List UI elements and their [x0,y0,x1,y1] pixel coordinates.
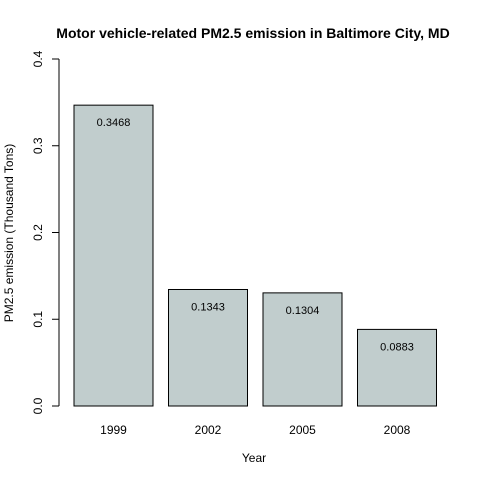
x-tick-label-2005: 2005 [289,423,316,437]
data-label-2008: 0.0883 [380,341,414,353]
x-axis-ticks: 1999 2002 2005 2008 [100,423,411,437]
y-tick-label: 0.2 [31,224,45,241]
bar-2002 [168,288,248,407]
x-tick-label-2002: 2002 [195,423,222,437]
y-tick-label: 0.1 [31,311,45,328]
bar-1999 [73,104,154,407]
data-label-1999: 0.3468 [97,117,131,129]
chart-title: Motor vehicle-related PM2.5 emission in … [56,25,449,41]
y-tick-label: 0.0 [31,397,45,414]
y-tick-label: 0.3 [31,137,45,154]
bar-2005 [262,292,343,407]
data-label-2002: 0.1343 [191,301,225,313]
x-axis-label: Year [242,451,266,465]
data-label-2005: 0.1304 [286,305,320,317]
bars: 0.3468 0.1343 0.1304 0.0883 [73,104,437,407]
y-axis-label: PM2.5 emission (Thousand Tons) [2,144,16,323]
x-tick-label-2008: 2008 [384,423,411,437]
x-tick-label-1999: 1999 [100,423,127,437]
y-axis: 0.0 0.1 0.2 0.3 0.4 [31,50,60,414]
y-tick-label: 0.4 [31,50,45,67]
bar-2008 [357,328,437,407]
